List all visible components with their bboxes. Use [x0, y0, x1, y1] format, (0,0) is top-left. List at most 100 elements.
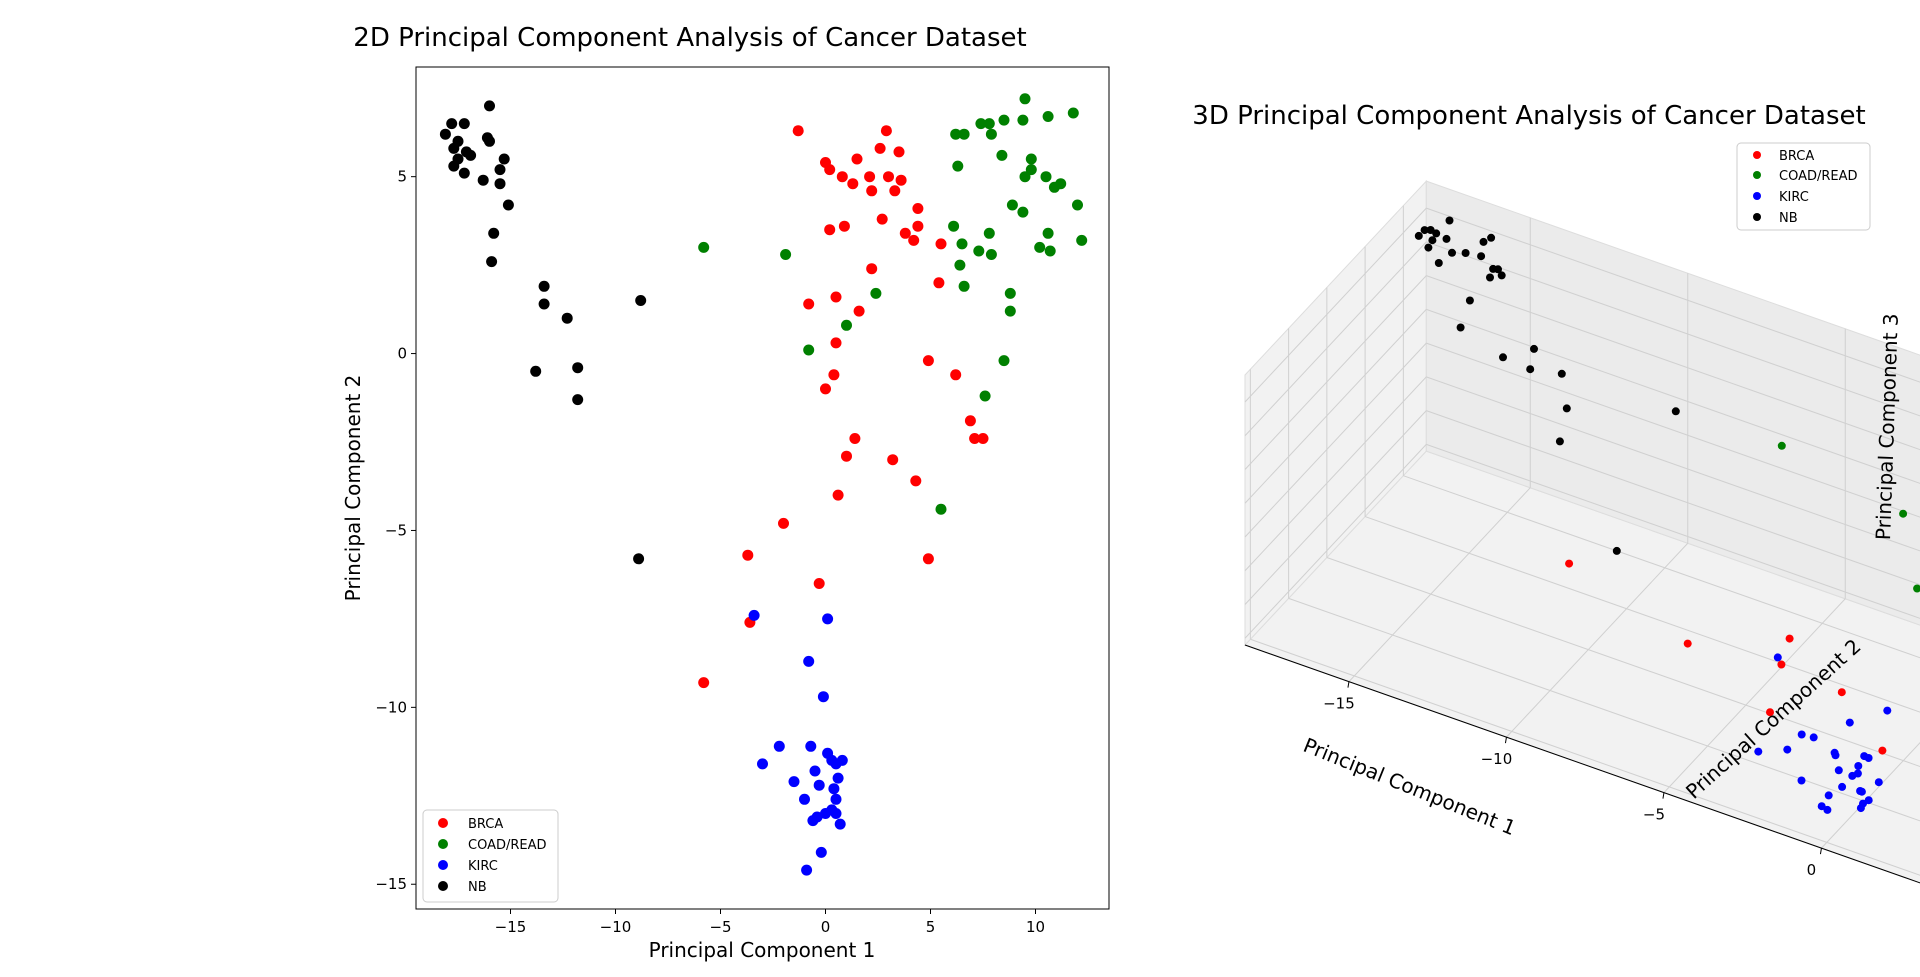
pca-2d-point-brca [849, 433, 861, 444]
pca-3d-xtick-label: −5 [1643, 806, 1665, 824]
pca-2d-point-kirc [820, 808, 831, 819]
pca-3d-point-nb [1414, 231, 1423, 240]
pca-2d-legend-marker-nb [438, 881, 448, 891]
pca-2d-point-nb [465, 149, 477, 161]
pca-2d-point-kirc [803, 655, 815, 667]
pca-2d-point-brca [876, 213, 888, 225]
pca-2d-ytick-label: 5 [397, 168, 407, 186]
pca-2d-point-coad-read [1004, 305, 1016, 317]
pca-2d-point-nb [458, 118, 470, 130]
pca-2d-point-brca [828, 369, 840, 381]
pca-3d-legend-item-nb: NB [1753, 211, 1798, 226]
pca-3d-point-kirc [1823, 805, 1832, 814]
pca-2d-point-nb [488, 227, 500, 239]
pca-2d-point-coad-read [780, 249, 792, 260]
pca-3d-gridline [1426, 275, 1920, 451]
pca-2d-point-coad-read [1034, 241, 1046, 253]
pca-2d-point-coad-read [1076, 234, 1088, 246]
pca-2d-points [439, 93, 1088, 876]
pca-3d-xtick-mark [1347, 681, 1350, 688]
pca-2d-point-brca [838, 220, 850, 232]
pca-2d-point-kirc [788, 776, 800, 788]
pca-2d-point-coad-read [1055, 178, 1067, 190]
pca-3d-gridline [1348, 487, 1531, 682]
pca-2d-point-brca [899, 227, 911, 239]
pca-3d-gridline [1506, 542, 1689, 738]
pca-2d-legend-label-coad-read: COAD/READ [468, 838, 547, 853]
pca-2d-point-brca [889, 185, 901, 197]
pca-3d-axis-lines [1244, 644, 1920, 884]
pca-2d-point-kirc [815, 846, 827, 858]
pca-2d-point-coad-read [998, 355, 1010, 367]
pca-3d-x-axis-line [1244, 644, 1920, 884]
pca-2d-legend-item-nb: NB [438, 880, 487, 895]
pca-2d-point-coad-read [1044, 245, 1056, 257]
pca-2d-point-coad-read [1017, 206, 1029, 218]
pca-2d-point-nb [484, 100, 495, 112]
pca-2d-point-kirc [822, 613, 834, 625]
pca-3d-xlabel: Principal Component 1 [1300, 733, 1519, 840]
pca-2d-point-coad-read [870, 287, 882, 299]
pca-2d-xtick-label: 10 [1026, 918, 1045, 936]
pca-2d-axes-frame [415, 66, 1110, 910]
pca-2d-point-coad-read [975, 118, 987, 130]
pca-3d-point-nb [1434, 259, 1443, 267]
pca-3d-point-nb [1671, 407, 1680, 416]
pca-2d-point-brca [847, 178, 859, 190]
pca-2d-ytick-label: 0 [397, 345, 407, 363]
pca-2d-point-coad-read [983, 118, 995, 130]
pca-2d-point-kirc [817, 691, 829, 703]
pca-2d-legend-label-nb: NB [468, 880, 487, 895]
pca-3d-legend-item-brca: BRCA [1753, 149, 1814, 164]
pca-3d-point-nb [1456, 323, 1465, 332]
pca-2d-point-brca [887, 454, 899, 466]
pca-2d-point-brca [866, 263, 878, 275]
pca-3d-gridline [1244, 410, 1427, 605]
pca-3d-legend: BRCA COAD/READ KIRC NB [1736, 142, 1871, 231]
pca-3d-point-nb [1465, 296, 1474, 305]
pca-2d-point-coad-read [841, 319, 852, 331]
pca-3d-point-nb [1530, 344, 1538, 353]
pca-3d-point-nb [1526, 365, 1535, 374]
pca-2d-point-coad-read [958, 280, 970, 292]
pca-2d-point-brca [866, 185, 878, 197]
pca-3d-points [1414, 216, 1920, 814]
pca-3d-point-nb [1477, 252, 1486, 261]
pca-2d-point-coad-read [952, 160, 964, 172]
pca-3d-point-kirc [1754, 747, 1763, 756]
pca-2d-point-coad-read [1006, 199, 1018, 211]
pca-3d-legend-item-coad-read: COAD/READ [1753, 169, 1858, 184]
pca-3d-legend-label-coad-read: COAD/READ [1779, 169, 1858, 184]
pca-3d-legend-label-nb: NB [1779, 211, 1798, 226]
pca-3d-gridline [1821, 742, 1920, 849]
pca-3d-legend-marker-coad-read [1753, 171, 1761, 179]
pca-3d-point-nb [1420, 226, 1429, 235]
pca-3d-xtick-label: −10 [1481, 750, 1513, 768]
pca-2d-ticks: −15 −10 −5 0 5 10 −15 −10 −5 0 5 [375, 168, 1045, 936]
pca-2d-point-brca [950, 369, 962, 381]
pca-2d-point-brca [922, 355, 934, 367]
pca-3d-xtick-mark [1504, 737, 1507, 744]
pca-2d-legend-label-brca: BRCA [468, 817, 503, 832]
pca-3d-point-brca [1766, 708, 1774, 717]
pca-3d-gridline [1244, 376, 1427, 572]
pca-3d-gridline [1663, 598, 1846, 793]
pca-3d-gridline [1244, 342, 1427, 538]
pca-2d-point-brca [853, 305, 865, 317]
pca-2d-point-coad-read [1067, 107, 1079, 119]
pca-2d-point-kirc [813, 779, 825, 791]
pca-3d-point-kirc [1824, 791, 1833, 800]
pca-2d-point-coad-read [803, 344, 815, 356]
pca-2d-point-coad-read [985, 128, 997, 140]
pca-3d-gridline [1426, 207, 1920, 383]
pca-3d-point-nb [1461, 249, 1470, 257]
pca-2d-point-brca [935, 238, 947, 250]
pca-2d-legend-label-kirc: KIRC [468, 859, 498, 874]
pca-2d-point-kirc [830, 758, 842, 770]
pca-2d-point-coad-read [698, 241, 710, 253]
pca-2d-point-brca [742, 549, 754, 561]
pca-2d-point-nb [635, 295, 647, 306]
pca-2d-point-coad-read [1019, 93, 1031, 105]
pca-3d-point-nb [1562, 404, 1571, 413]
